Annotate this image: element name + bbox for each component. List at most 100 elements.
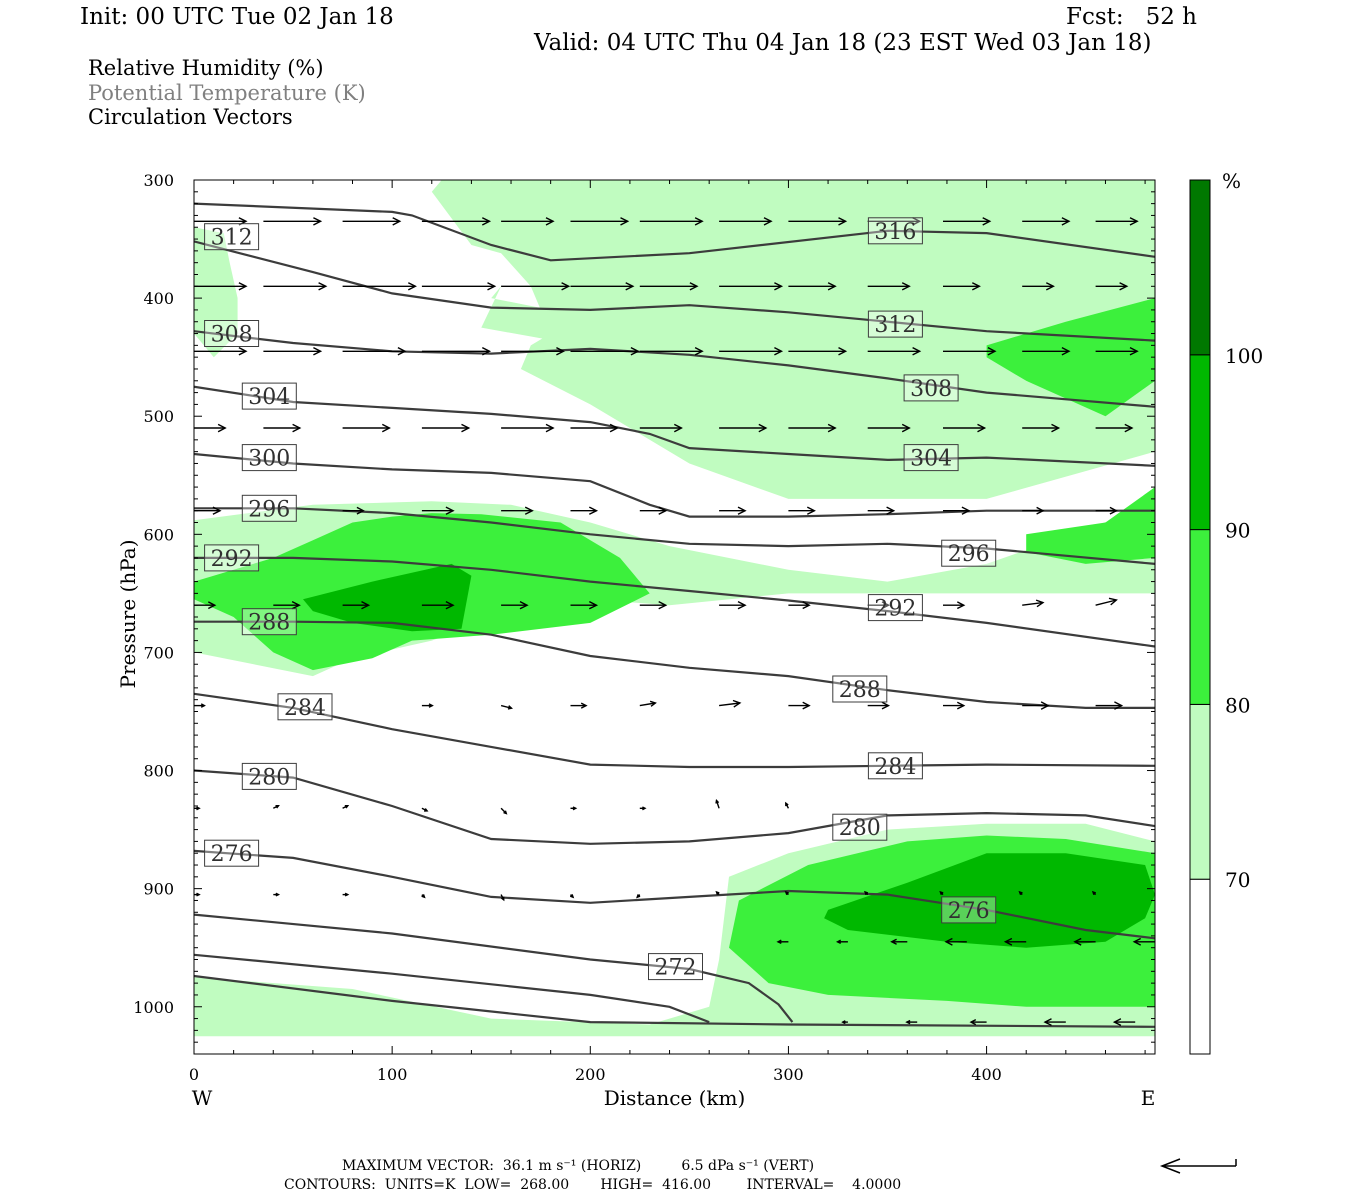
circulation-vector <box>342 217 402 226</box>
contour-label-text: 284 <box>284 696 326 721</box>
contour-label: 316 <box>867 217 923 245</box>
vector-head <box>802 601 811 610</box>
circulation-vector <box>1095 217 1139 226</box>
vector-head <box>1035 599 1045 608</box>
contour-label-box <box>241 444 297 472</box>
contour-label-text: 292 <box>211 547 253 572</box>
circulation-vector <box>194 892 201 897</box>
contour-label: 284 <box>867 752 923 780</box>
circulation-vector <box>1095 701 1124 710</box>
contour-label-text: 272 <box>655 956 697 981</box>
circulation-vector <box>1003 937 1027 946</box>
circulation-vector <box>867 601 891 610</box>
colorbar-level-label: 90 <box>1225 519 1250 543</box>
contour-label: 284 <box>277 693 333 721</box>
vector-head <box>569 894 575 899</box>
vector-head <box>196 892 201 897</box>
circulation-vector <box>570 423 619 433</box>
vector-head <box>732 699 742 708</box>
vector-head <box>694 217 704 226</box>
circulation-vector <box>1095 423 1134 433</box>
circulation-vector <box>719 217 773 226</box>
contour-label: 304 <box>903 444 959 472</box>
vector-head <box>758 423 768 433</box>
circulation-vector <box>1022 346 1071 356</box>
vector-head <box>217 423 227 433</box>
vector-head <box>1129 346 1139 356</box>
circulation-vector <box>788 506 816 515</box>
circulation-vector <box>715 890 720 896</box>
vector-head <box>956 701 966 710</box>
circulation-vector <box>719 346 784 356</box>
contour-label: 312 <box>867 310 923 338</box>
y-axis-title: Pressure (hPa) <box>116 540 140 689</box>
vector-head <box>881 701 891 710</box>
circulation-vector <box>273 892 281 897</box>
contour-label: 292 <box>867 594 923 622</box>
circulation-vector <box>501 600 529 610</box>
contour-label-box <box>204 839 260 867</box>
circulation-vector <box>342 600 371 610</box>
circulation-vector <box>943 346 997 356</box>
vector-head <box>838 217 848 226</box>
circulation-vector <box>1022 506 1045 515</box>
theta-contour-268 <box>194 953 710 1024</box>
vector-head <box>838 346 848 356</box>
vector-head <box>956 601 966 610</box>
vector-head <box>636 894 641 899</box>
contour-label-box <box>204 544 260 572</box>
vector-head <box>969 1018 977 1026</box>
circulation-vector <box>1022 282 1055 291</box>
circulation-vector <box>421 703 434 708</box>
circulation-vector <box>272 805 280 809</box>
colorbar-level-label: 70 <box>1225 868 1250 892</box>
circulation-vector <box>943 282 981 291</box>
contour-label-box <box>241 494 297 522</box>
contour-label-text: 288 <box>839 678 881 703</box>
y-tick-label: 700 <box>143 643 174 662</box>
contour-label: 296 <box>941 539 997 567</box>
circulation-vector <box>570 702 588 709</box>
vector-head <box>737 506 747 515</box>
contour-label-box <box>204 223 260 251</box>
vector-head <box>694 346 704 356</box>
y-tick-label: 500 <box>143 407 174 426</box>
contour-label: 288 <box>241 608 297 636</box>
circulation-vector <box>1022 217 1071 226</box>
east-label: E <box>1141 1086 1156 1110</box>
vector-head <box>545 217 555 226</box>
contour-label: 304 <box>241 382 297 410</box>
contour-label-text: 276 <box>211 842 253 867</box>
vector-head <box>905 1019 911 1025</box>
circulation-vector <box>867 346 922 356</box>
circulation-vector <box>835 939 848 945</box>
vector-head <box>1109 506 1118 515</box>
circulation-vector <box>421 217 492 226</box>
circulation-vector <box>943 601 966 610</box>
vector-head <box>630 346 640 356</box>
circulation-vector <box>939 890 944 896</box>
rh-region-80-7 <box>1026 487 1155 564</box>
x-tick-label: 200 <box>575 1065 606 1084</box>
vector-head <box>1119 282 1129 291</box>
circulation-vector <box>867 423 911 433</box>
contour-label-box <box>867 310 923 338</box>
circulation-vector <box>570 282 635 291</box>
vector-head <box>827 423 837 433</box>
theta-contour-276 <box>194 849 1155 940</box>
y-tick-label: 300 <box>143 171 174 190</box>
circulation-vector <box>342 423 391 433</box>
contour-label: 272 <box>648 953 703 981</box>
vector-head <box>774 346 784 356</box>
vector-head <box>763 217 773 226</box>
circulation-vector <box>943 701 966 710</box>
contour-label-text: 308 <box>211 323 253 348</box>
colorbar-segment <box>1189 179 1211 356</box>
vector-head <box>392 217 402 226</box>
circulation-vector <box>1095 282 1129 291</box>
vector-head <box>1061 217 1071 226</box>
contour-label-box <box>903 374 959 402</box>
vector-head <box>1043 1018 1052 1027</box>
circulation-vector <box>639 423 683 433</box>
vector-head <box>841 1020 846 1025</box>
